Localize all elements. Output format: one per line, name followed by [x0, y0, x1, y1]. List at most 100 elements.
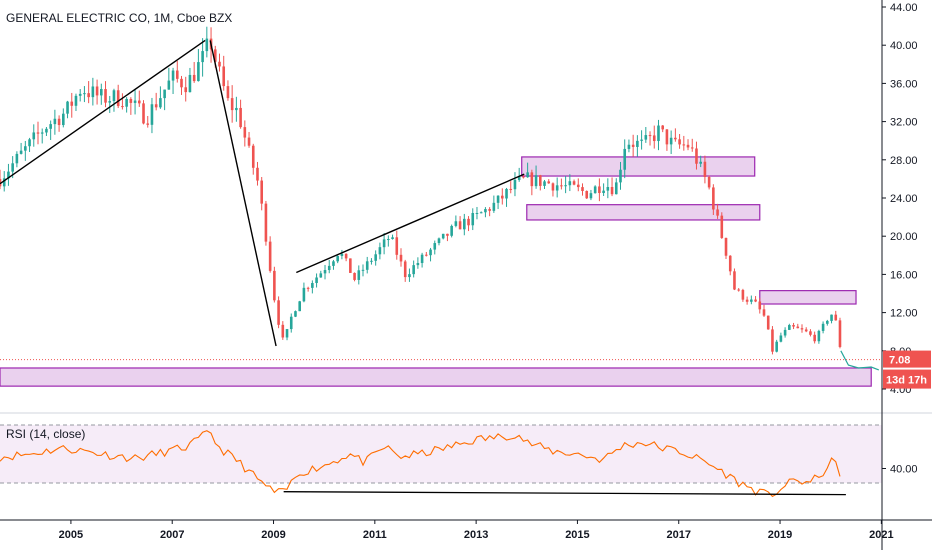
candle-9: [36, 121, 40, 145]
candle-106: [446, 233, 449, 242]
candle-100: [420, 252, 424, 268]
price-tick-label: 36.00: [890, 78, 918, 90]
candle-179: [754, 296, 757, 303]
candle-192: [809, 329, 812, 337]
candle-130: [547, 179, 551, 184]
candle-86: [361, 264, 365, 277]
candle-155: [652, 125, 656, 149]
candle-35: [146, 115, 150, 128]
candle-182: [766, 315, 770, 330]
candle-26: [108, 95, 112, 113]
price-tick-label: 24.00: [890, 193, 918, 205]
rsi-band: [0, 425, 882, 483]
candle-118: [496, 195, 500, 210]
candle-157: [661, 125, 664, 133]
candle-133: [560, 178, 563, 190]
candle-91: [382, 233, 386, 255]
candle-103: [433, 240, 437, 255]
candle-176: [741, 288, 745, 302]
candle-40: [167, 67, 171, 90]
candle-30: [125, 97, 128, 113]
candle-44: [184, 76, 188, 102]
candle-154: [648, 131, 652, 146]
candle-174: [733, 268, 736, 291]
candle-193: [813, 331, 816, 344]
candle-10: [40, 128, 44, 144]
candle-71: [298, 300, 301, 312]
candle-97: [408, 268, 411, 282]
candle-6: [24, 140, 27, 161]
price-tick-label: 16.00: [890, 269, 918, 281]
candle-75: [315, 273, 318, 288]
candle-17: [70, 92, 74, 118]
candle-98: [412, 260, 415, 278]
last-price-label: 7.08: [889, 355, 910, 367]
candle-24: [100, 83, 103, 105]
countdown-badge: [883, 369, 931, 389]
candle-145: [610, 177, 614, 197]
time-tick-label: 2015: [565, 529, 589, 541]
price-tick-label: 44.00: [890, 2, 918, 14]
candle-33: [137, 90, 141, 107]
candle-62: [260, 176, 264, 211]
trendline-3[interactable]: [296, 173, 525, 274]
candle-7: [28, 137, 31, 152]
resistance-zone-3[interactable]: [759, 290, 857, 305]
resistance-zone-4[interactable]: [0, 367, 872, 387]
candle-77: [323, 264, 327, 280]
candle-15: [62, 108, 65, 128]
candle-59: [247, 131, 251, 148]
candle-67: [281, 321, 285, 340]
candle-124: [522, 174, 525, 179]
candle-128: [538, 174, 542, 191]
candle-104: [437, 237, 441, 246]
candle-56: [235, 96, 238, 122]
candle-38: [159, 86, 162, 109]
time-tick-label: 2019: [768, 529, 792, 541]
resistance-zone-1[interactable]: [521, 156, 756, 177]
candle-107: [450, 224, 453, 238]
rsi-trendline[interactable]: [283, 491, 846, 496]
candle-196: [826, 319, 829, 326]
last-price-badge: [883, 350, 931, 368]
candle-138: [581, 183, 584, 196]
candle-81: [340, 249, 344, 260]
candle-2: [7, 163, 10, 186]
candle-105: [441, 233, 445, 240]
candle-148: [623, 139, 627, 179]
candle-64: [268, 236, 272, 273]
candle-158: [665, 129, 669, 151]
candle-153: [644, 126, 648, 143]
candle-132: [555, 177, 559, 198]
candle-52: [218, 53, 221, 72]
candle-187: [788, 323, 791, 331]
candle-114: [479, 211, 483, 214]
candle-94: [395, 230, 399, 260]
chart-title: GENERAL ELECTRIC CO, 1M, Cboe BZX: [6, 11, 232, 25]
candle-190: [800, 324, 804, 333]
trendline-2[interactable]: [209, 40, 277, 347]
candle-14: [57, 115, 61, 132]
candle-13: [53, 109, 57, 135]
candle-168: [707, 175, 711, 190]
candle-69: [289, 313, 293, 333]
candle-73: [306, 286, 310, 292]
candle-21: [87, 81, 90, 104]
candle-142: [598, 178, 601, 202]
candle-65: [273, 266, 276, 303]
trendline-1[interactable]: [0, 39, 206, 185]
candle-195: [821, 321, 825, 334]
rsi-label: RSI (14, close): [6, 427, 85, 441]
candle-180: [758, 297, 762, 314]
candle-18: [74, 93, 78, 112]
candle-170: [716, 203, 719, 219]
candle-23: [95, 79, 99, 105]
resistance-zone-2[interactable]: [526, 204, 761, 221]
candle-36: [150, 97, 154, 134]
price-tick-label: 28.00: [890, 155, 918, 167]
candle-146: [614, 178, 618, 195]
candle-68: [285, 328, 289, 341]
candle-194: [817, 329, 821, 344]
